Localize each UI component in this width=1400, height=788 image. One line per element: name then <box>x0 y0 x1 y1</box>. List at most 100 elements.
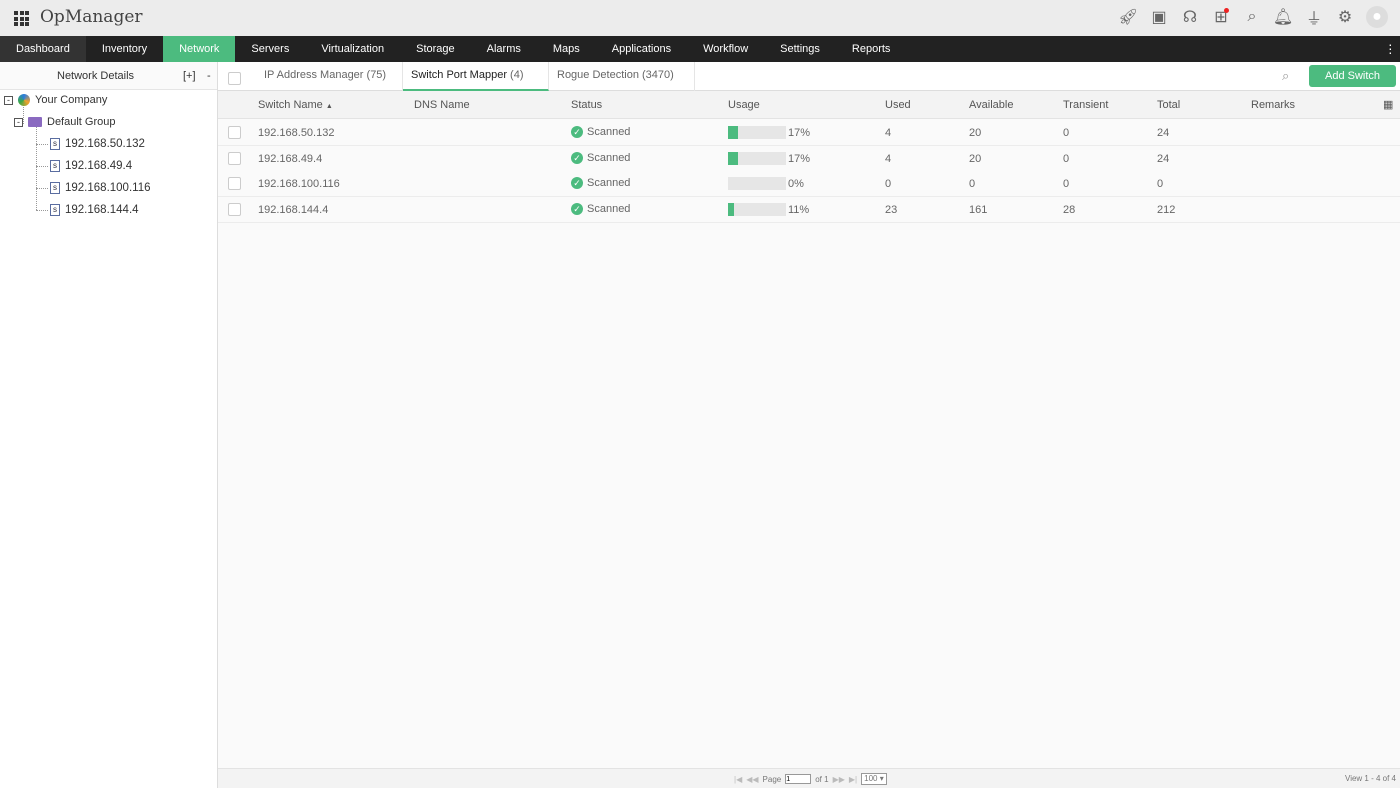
col-remarks[interactable]: Remarks <box>1251 99 1296 111</box>
total: 24 <box>1157 127 1170 139</box>
col-usage[interactable]: Usage <box>728 99 760 111</box>
nav-alarms[interactable]: Alarms <box>486 43 521 55</box>
presentation-icon[interactable]: ▣ <box>1151 9 1167 26</box>
table-row[interactable]: 192.168.49.4 ✓ Scanned 17% 4 20 0 24 <box>218 145 1400 172</box>
plug-icon[interactable]: ⏚ <box>1305 11 1322 28</box>
next-page-icon[interactable]: ▶▶ <box>832 774 845 784</box>
tree-node-device[interactable]: s 192.168.100.116 <box>50 182 150 194</box>
tree-label[interactable]: 192.168.144.4 <box>65 204 139 216</box>
tab-switch-port-mapper[interactable]: Switch Port Mapper (4) <box>403 62 549 91</box>
tree-label[interactable]: Default Group <box>47 116 116 128</box>
tree-label[interactable]: 192.168.100.116 <box>65 182 151 194</box>
nav-inventory[interactable]: Inventory <box>101 43 148 55</box>
nav-applications[interactable]: Applications <box>611 43 672 55</box>
first-page-icon[interactable]: |◀ <box>734 774 743 784</box>
status-text: Scanned <box>587 151 631 164</box>
tree-node-device[interactable]: s 192.168.50.132 <box>50 138 145 150</box>
last-page-icon[interactable]: ▶| <box>848 774 858 784</box>
row-checkbox[interactable] <box>228 126 241 139</box>
switch-icon: s <box>50 160 60 172</box>
collapse-icon[interactable]: - <box>14 117 23 127</box>
page-size-select[interactable]: 100 ▾ <box>861 773 887 785</box>
tree-node-device[interactable]: s 192.168.144.4 <box>50 204 139 216</box>
more-menu-icon[interactable]: · · · <box>1388 36 1393 60</box>
rocket-icon[interactable]: 🚀︎ <box>1117 9 1139 26</box>
bell-icon[interactable]: 🔔︎ <box>1272 9 1294 26</box>
page-label: Page <box>762 774 782 784</box>
page-size-value: 100 <box>864 774 878 783</box>
page-input[interactable] <box>785 774 812 784</box>
transient: 0 <box>1063 127 1070 139</box>
nav-maps[interactable]: Maps <box>552 43 580 55</box>
table-row[interactable]: 192.168.144.4 ✓ Scanned 11% 23 161 28 212 <box>218 197 1400 224</box>
gear-icon[interactable]: ⚙ <box>1337 9 1353 26</box>
table-row[interactable]: 192.168.100.116 ✓ Scanned 0% 0 0 0 0 <box>218 171 1400 198</box>
user-avatar-icon[interactable]: ● <box>1366 6 1388 28</box>
usage-bar <box>728 203 786 217</box>
add-switch-button[interactable]: Add Switch <box>1309 65 1396 87</box>
tree-node-device[interactable]: s 192.168.49.4 <box>50 160 132 172</box>
nav-dashboard[interactable]: Dashboard <box>0 36 86 62</box>
search-icon[interactable]: ⌕ <box>1282 68 1290 83</box>
usage-bar <box>728 126 786 139</box>
switch-name-link[interactable]: 192.168.49.4 <box>258 152 323 165</box>
tab-rogue-detection[interactable]: Rogue Detection (3470) <box>549 62 695 91</box>
select-all-checkbox[interactable] <box>228 72 241 85</box>
col-used[interactable]: Used <box>885 99 911 111</box>
status-cell: ✓ Scanned <box>571 126 630 139</box>
table-header: Switch Name ▲ DNS Name Status Usage Used… <box>218 91 1400 119</box>
tab-count: (3470) <box>642 69 674 81</box>
col-total[interactable]: Total <box>1157 99 1181 111</box>
gift-icon[interactable]: ⊞ <box>1214 8 1229 26</box>
switch-name-link[interactable]: 192.168.50.132 <box>258 127 335 139</box>
available: 0 <box>969 178 976 191</box>
expand-all-button[interactable]: [+] <box>183 70 196 82</box>
nav-servers[interactable]: Servers <box>251 43 290 55</box>
tab-count: (75) <box>366 69 387 81</box>
check-circle-icon: ✓ <box>571 203 583 216</box>
check-circle-icon: ✓ <box>571 151 583 164</box>
switch-name-link[interactable]: 192.168.144.4 <box>258 204 329 217</box>
page-total: of 1 <box>815 774 829 784</box>
tree-label[interactable]: 192.168.49.4 <box>65 160 133 172</box>
search-icon[interactable]: ⌕ <box>1247 8 1257 25</box>
nav-reports[interactable]: Reports <box>851 43 891 55</box>
main-panel: IP Address Manager (75) Switch Port Mapp… <box>218 62 1400 788</box>
used: 0 <box>885 178 892 191</box>
row-checkbox[interactable] <box>228 203 241 217</box>
total: 0 <box>1157 178 1164 191</box>
tree-node-group[interactable]: - Default Group <box>14 116 115 128</box>
table-row[interactable]: 192.168.50.132 ✓ Scanned 17% 4 20 0 24 <box>218 120 1400 146</box>
nav-workflow[interactable]: Workflow <box>703 43 749 55</box>
nav-network[interactable]: Network <box>163 36 236 62</box>
app-grid-icon[interactable] <box>14 11 29 26</box>
headset-icon[interactable]: ☊ <box>1182 9 1198 26</box>
switch-name-link[interactable]: 192.168.100.116 <box>258 178 340 191</box>
row-checkbox[interactable] <box>228 151 241 165</box>
transient: 28 <box>1063 204 1076 217</box>
tab-label: Rogue Detection <box>557 69 639 81</box>
collapse-all-button[interactable]: - <box>207 70 211 82</box>
collapse-icon[interactable]: - <box>4 95 13 105</box>
tree-label[interactable]: Your Company <box>35 94 108 106</box>
tab-ip-address-manager[interactable]: IP Address Manager (75) <box>256 62 403 91</box>
globe-icon <box>18 94 30 106</box>
column-chooser-icon[interactable]: ▦ <box>1383 99 1394 111</box>
nav-settings[interactable]: Settings <box>780 43 820 55</box>
row-checkbox[interactable] <box>228 177 241 191</box>
nav-virtualization[interactable]: Virtualization <box>321 43 385 55</box>
tree-node-root[interactable]: - Your Company <box>4 94 107 106</box>
check-circle-icon: ✓ <box>571 126 583 139</box>
col-label: Switch Name <box>258 99 323 111</box>
col-status[interactable]: Status <box>571 99 603 111</box>
total: 212 <box>1157 204 1176 217</box>
status-cell: ✓ Scanned <box>571 203 630 216</box>
nav-storage[interactable]: Storage <box>416 43 455 55</box>
prev-page-icon[interactable]: ◀◀ <box>746 774 759 784</box>
col-available[interactable]: Available <box>969 99 1014 111</box>
usage-bar-fill <box>728 151 738 165</box>
tree-label[interactable]: 192.168.50.132 <box>65 138 145 150</box>
col-dns-name[interactable]: DNS Name <box>414 99 470 111</box>
col-switch-name[interactable]: Switch Name ▲ <box>258 99 333 111</box>
col-transient[interactable]: Transient <box>1063 99 1109 111</box>
